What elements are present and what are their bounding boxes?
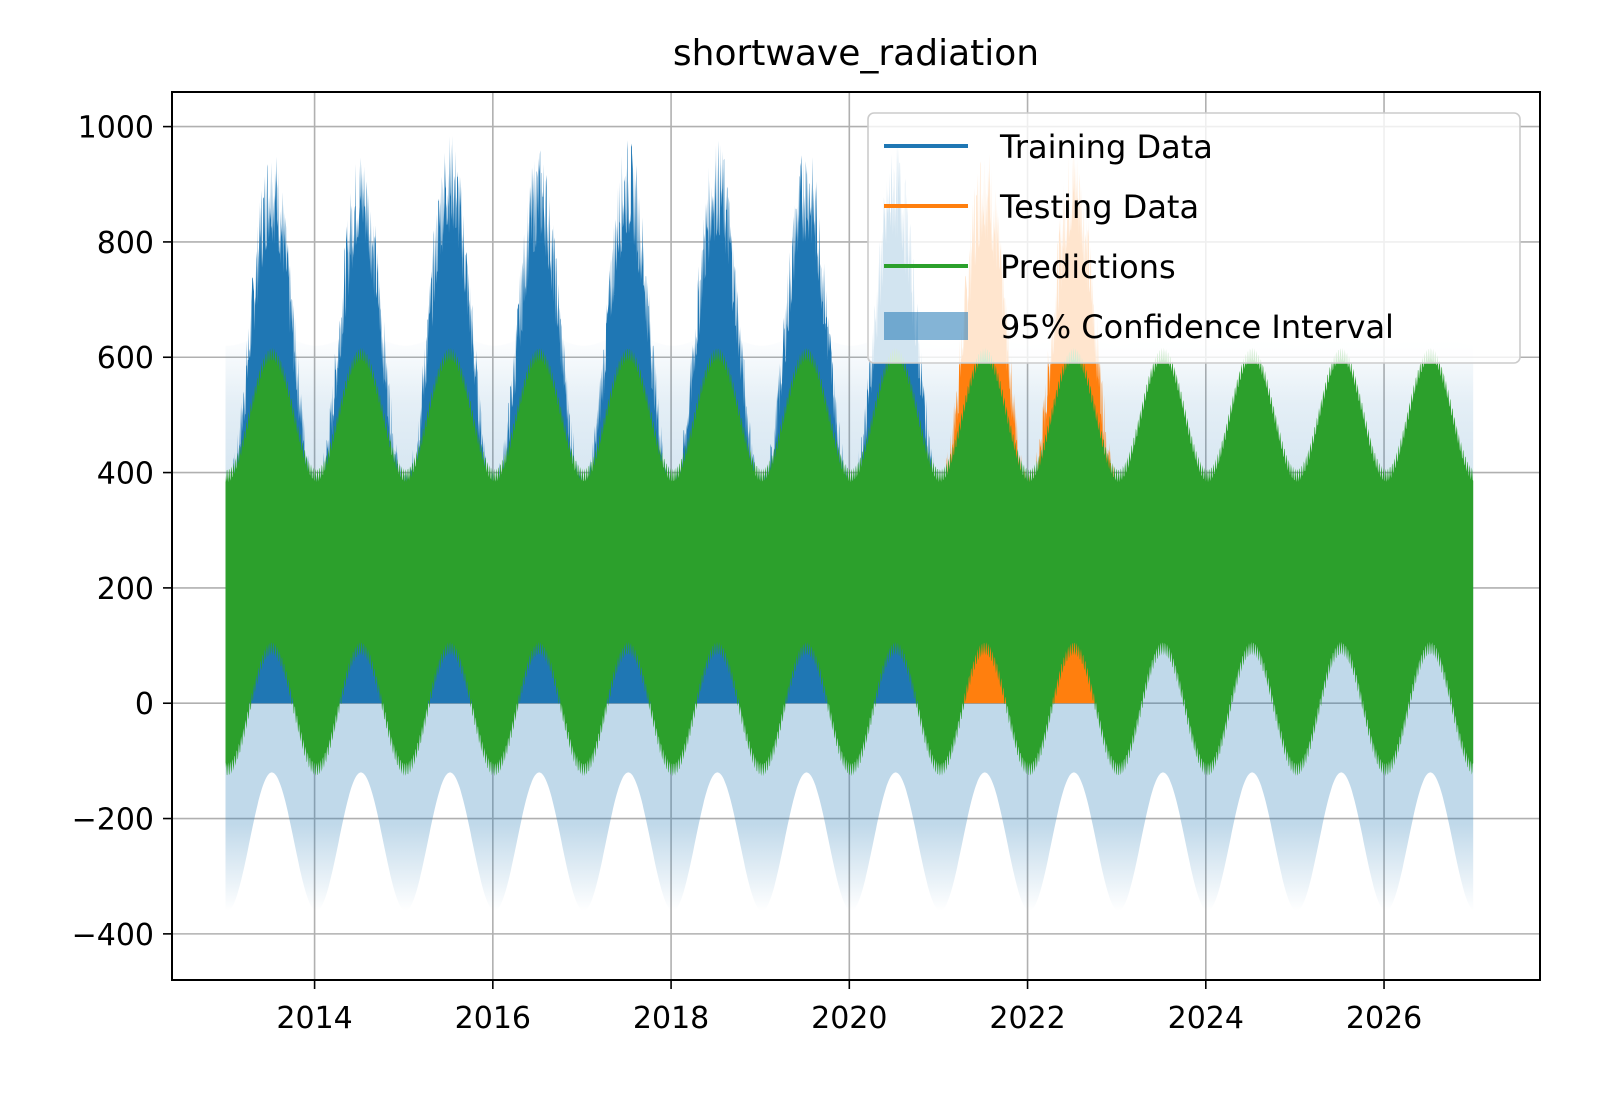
chart-title: shortwave_radiation [673,33,1039,74]
legend-box [867,112,1521,364]
x-tick-label: 2022 [989,1001,1065,1036]
legend: Training Data Testing Data Predictions 95% … [867,112,1521,364]
y-tick-label: 800 [97,226,154,261]
legend-label: Testing Data [999,188,1199,226]
axes-frame [171,91,1541,981]
legend-label: 95% Confidence Interval [1000,308,1394,346]
y-tick-label: 600 [97,341,154,376]
y-tick-label: 400 [97,457,154,492]
x-tick-label: 2018 [633,1001,709,1036]
y-tick-label: −200 [72,803,154,838]
legend-swatch [884,312,968,340]
y-tick-label: −400 [72,918,154,953]
x-tick-label: 2014 [276,1001,352,1036]
predictions-series [225,347,1474,777]
legend-label: Training Data [999,128,1213,166]
x-tick-label: 2026 [1346,1001,1422,1036]
x-tick-label: 2016 [455,1001,531,1036]
plot-area [225,135,1474,911]
y-tick-label: 200 [97,572,154,607]
y-axis: 1000 800 600 400 200 0 −200 −400 [72,111,172,953]
x-tick-label: 2020 [811,1001,887,1036]
y-tick-label: 0 [135,687,154,722]
x-tick-label: 2024 [1168,1001,1244,1036]
x-axis: 2014 2016 2018 2020 2022 2024 2026 [276,980,1422,1036]
y-tick-label: 1000 [78,111,154,146]
legend-label: Predictions [1000,248,1176,286]
